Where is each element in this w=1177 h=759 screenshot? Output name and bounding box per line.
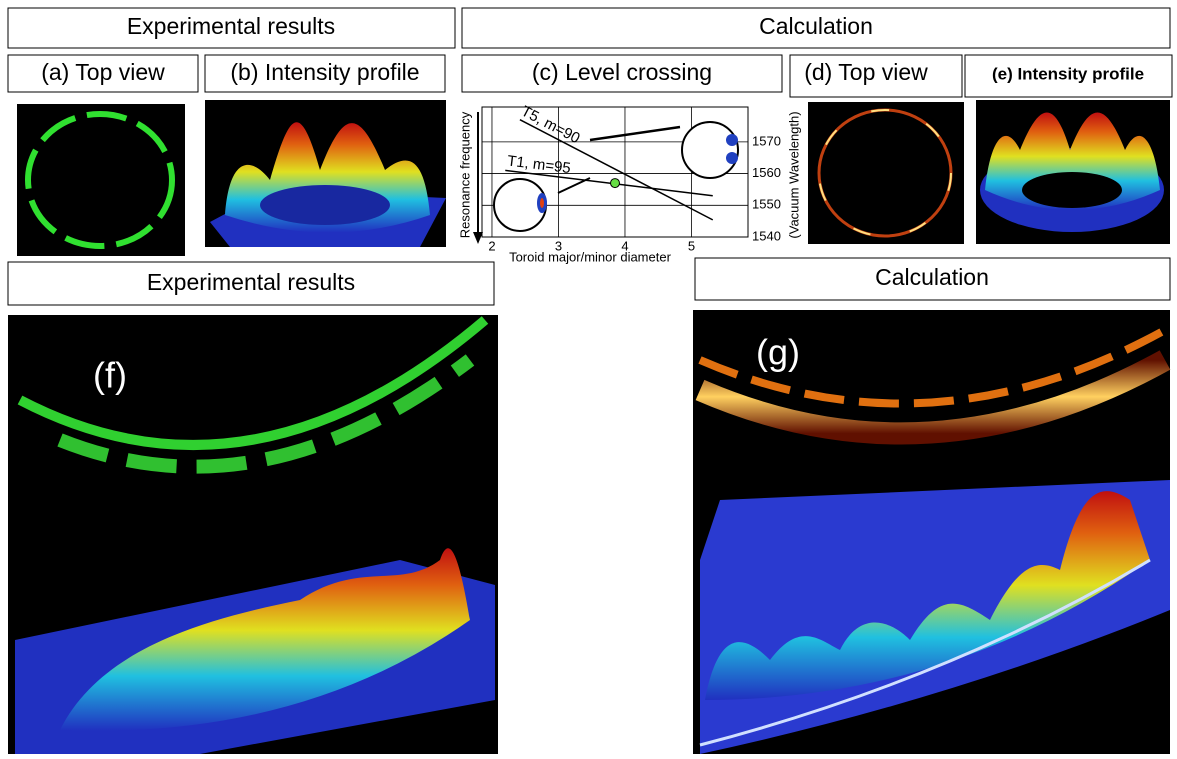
arrowhead bbox=[473, 232, 483, 244]
y2-axis-label: (Vacuum Wavelength) bbox=[786, 111, 801, 238]
image-d bbox=[808, 102, 964, 244]
x-axis-label: Toroid major/minor diameter bbox=[509, 249, 672, 264]
panel-label: (e) Intensity profile bbox=[992, 64, 1144, 83]
y2-tick-label: 1550 bbox=[752, 197, 781, 212]
y2-tick-label: 1540 bbox=[752, 228, 781, 243]
image-label: (f) bbox=[93, 355, 127, 396]
image-label: (g) bbox=[756, 332, 800, 373]
figure: Experimental results Calculation (a) Top… bbox=[0, 0, 1177, 754]
mode bbox=[726, 134, 738, 146]
inset bbox=[682, 122, 738, 178]
y2-tick-label: 1560 bbox=[752, 165, 781, 180]
image-a bbox=[17, 104, 185, 256]
x-tick-label: 2 bbox=[488, 238, 495, 253]
panel-label: (d) Top view bbox=[804, 59, 928, 85]
hole bbox=[1022, 172, 1122, 208]
panel-label: (b) Intensity profile bbox=[230, 59, 419, 85]
panel-label: (a) Top view bbox=[41, 59, 165, 85]
header: Experimental results bbox=[147, 269, 355, 295]
x-tick-label: 5 bbox=[688, 238, 695, 253]
hole bbox=[260, 185, 390, 225]
header: Calculation bbox=[875, 264, 989, 290]
y-axis-label: Resonance frequency bbox=[457, 111, 472, 238]
header: Experimental results bbox=[127, 13, 335, 39]
panel-label: (c) Level crossing bbox=[532, 59, 712, 85]
crossing-point bbox=[611, 179, 620, 188]
mode bbox=[540, 198, 544, 208]
mode bbox=[726, 152, 738, 164]
y2-tick-label: 1570 bbox=[752, 133, 781, 148]
header: Calculation bbox=[759, 13, 873, 39]
